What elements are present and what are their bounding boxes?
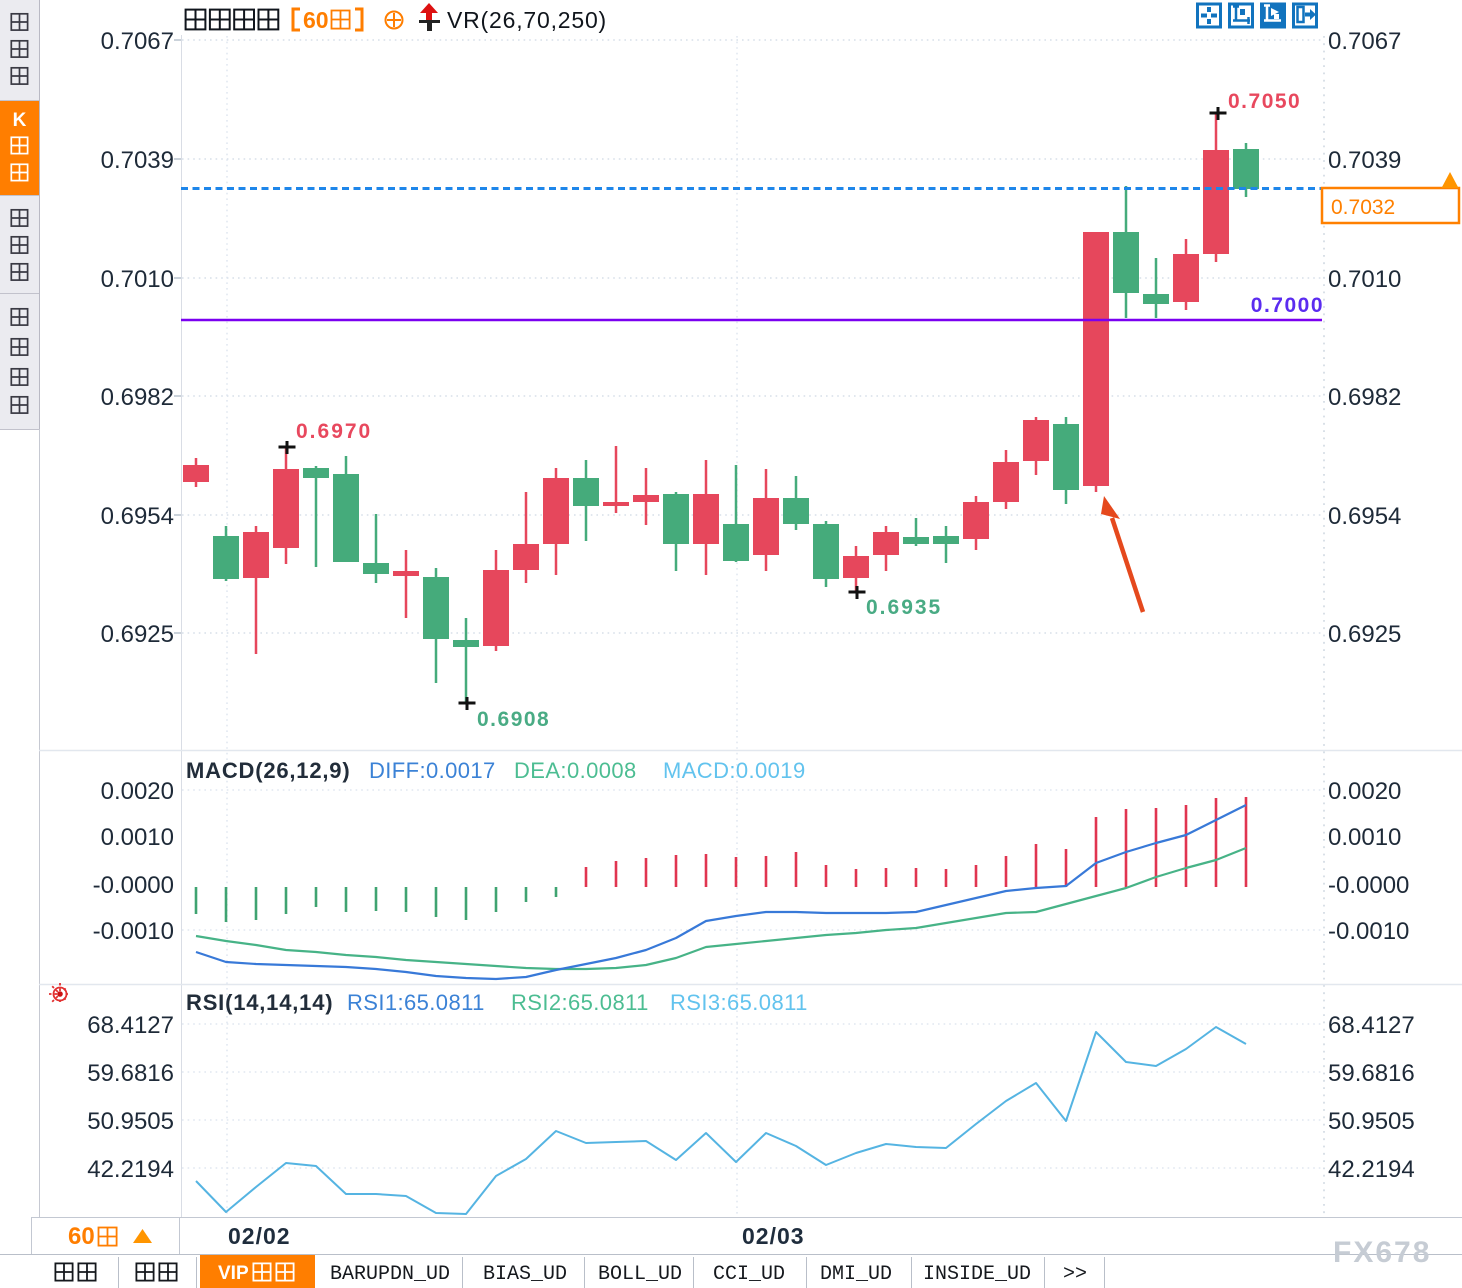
svg-text:59.6816: 59.6816 bbox=[87, 1060, 174, 1087]
svg-text:BOLL_UD: BOLL_UD bbox=[598, 1263, 682, 1286]
svg-text:RSI3:65.0811: RSI3:65.0811 bbox=[670, 990, 808, 1015]
svg-text:0.6935: 0.6935 bbox=[866, 596, 942, 619]
svg-text:K: K bbox=[13, 110, 27, 131]
svg-text:>>: >> bbox=[1063, 1263, 1087, 1286]
svg-text:VR(26,70,250): VR(26,70,250) bbox=[447, 7, 607, 33]
svg-text:DIFF:0.0017: DIFF:0.0017 bbox=[369, 758, 496, 783]
svg-text:0.7039: 0.7039 bbox=[1328, 147, 1401, 174]
svg-text:BIAS_UD: BIAS_UD bbox=[483, 1263, 567, 1286]
svg-text:-0.0000: -0.0000 bbox=[1328, 872, 1409, 899]
svg-text:0.6908: 0.6908 bbox=[477, 708, 550, 731]
svg-text:0.0020: 0.0020 bbox=[101, 778, 174, 805]
svg-text:59.6816: 59.6816 bbox=[1328, 1060, 1415, 1087]
svg-text:0.6970: 0.6970 bbox=[296, 420, 372, 443]
svg-text:-0.0000: -0.0000 bbox=[93, 872, 174, 899]
svg-text:0.7039: 0.7039 bbox=[101, 147, 174, 174]
svg-text:FX678: FX678 bbox=[1333, 1236, 1431, 1269]
svg-text:0.7067: 0.7067 bbox=[101, 28, 174, 55]
svg-text:0.7067: 0.7067 bbox=[1328, 28, 1401, 55]
svg-text:0.6925: 0.6925 bbox=[1328, 621, 1401, 648]
svg-text:CCI_UD: CCI_UD bbox=[713, 1263, 785, 1286]
svg-text:42.2194: 42.2194 bbox=[1328, 1156, 1415, 1183]
svg-text:50.9505: 50.9505 bbox=[1328, 1108, 1415, 1135]
svg-text:BARUPDN_UD: BARUPDN_UD bbox=[330, 1263, 450, 1286]
svg-text:RSI(14,14,14): RSI(14,14,14) bbox=[186, 990, 333, 1015]
svg-text:60: 60 bbox=[303, 7, 329, 33]
svg-text:0.7010: 0.7010 bbox=[1328, 266, 1401, 293]
svg-text:RSI1:65.0811: RSI1:65.0811 bbox=[347, 990, 485, 1015]
svg-text:0.6982: 0.6982 bbox=[101, 384, 174, 411]
svg-text:RSI2:65.0811: RSI2:65.0811 bbox=[511, 990, 649, 1015]
svg-text:0.0010: 0.0010 bbox=[101, 824, 174, 851]
svg-text:50.9505: 50.9505 bbox=[87, 1108, 174, 1135]
svg-text:0.0010: 0.0010 bbox=[1328, 824, 1401, 851]
svg-text:02/03: 02/03 bbox=[742, 1223, 805, 1249]
svg-text:0.6954: 0.6954 bbox=[1328, 503, 1401, 530]
svg-text:0.6954: 0.6954 bbox=[101, 503, 174, 530]
svg-text:MACD(26,12,9): MACD(26,12,9) bbox=[186, 758, 350, 783]
svg-text:02/02: 02/02 bbox=[228, 1223, 291, 1249]
svg-text:0.7010: 0.7010 bbox=[101, 266, 174, 293]
svg-text:0.6925: 0.6925 bbox=[101, 621, 174, 648]
svg-text:MACD:0.0019: MACD:0.0019 bbox=[663, 758, 806, 783]
svg-text:0.0020: 0.0020 bbox=[1328, 778, 1401, 805]
svg-text:0.7032: 0.7032 bbox=[1331, 196, 1395, 219]
svg-text:0.7050: 0.7050 bbox=[1228, 90, 1301, 113]
svg-text:DMI_UD: DMI_UD bbox=[820, 1263, 892, 1286]
svg-text:0.7000: 0.7000 bbox=[1251, 294, 1324, 317]
svg-text:42.2194: 42.2194 bbox=[87, 1156, 174, 1183]
svg-text:-0.0010: -0.0010 bbox=[93, 918, 174, 945]
svg-text:68.4127: 68.4127 bbox=[87, 1012, 174, 1039]
svg-text:DEA:0.0008: DEA:0.0008 bbox=[514, 758, 637, 783]
svg-text:0.6982: 0.6982 bbox=[1328, 384, 1401, 411]
svg-text:INSIDE_UD: INSIDE_UD bbox=[923, 1263, 1031, 1286]
svg-text:68.4127: 68.4127 bbox=[1328, 1012, 1415, 1039]
svg-text:-0.0010: -0.0010 bbox=[1328, 918, 1409, 945]
svg-text:VIP: VIP bbox=[218, 1263, 249, 1284]
svg-text:60: 60 bbox=[68, 1223, 95, 1250]
